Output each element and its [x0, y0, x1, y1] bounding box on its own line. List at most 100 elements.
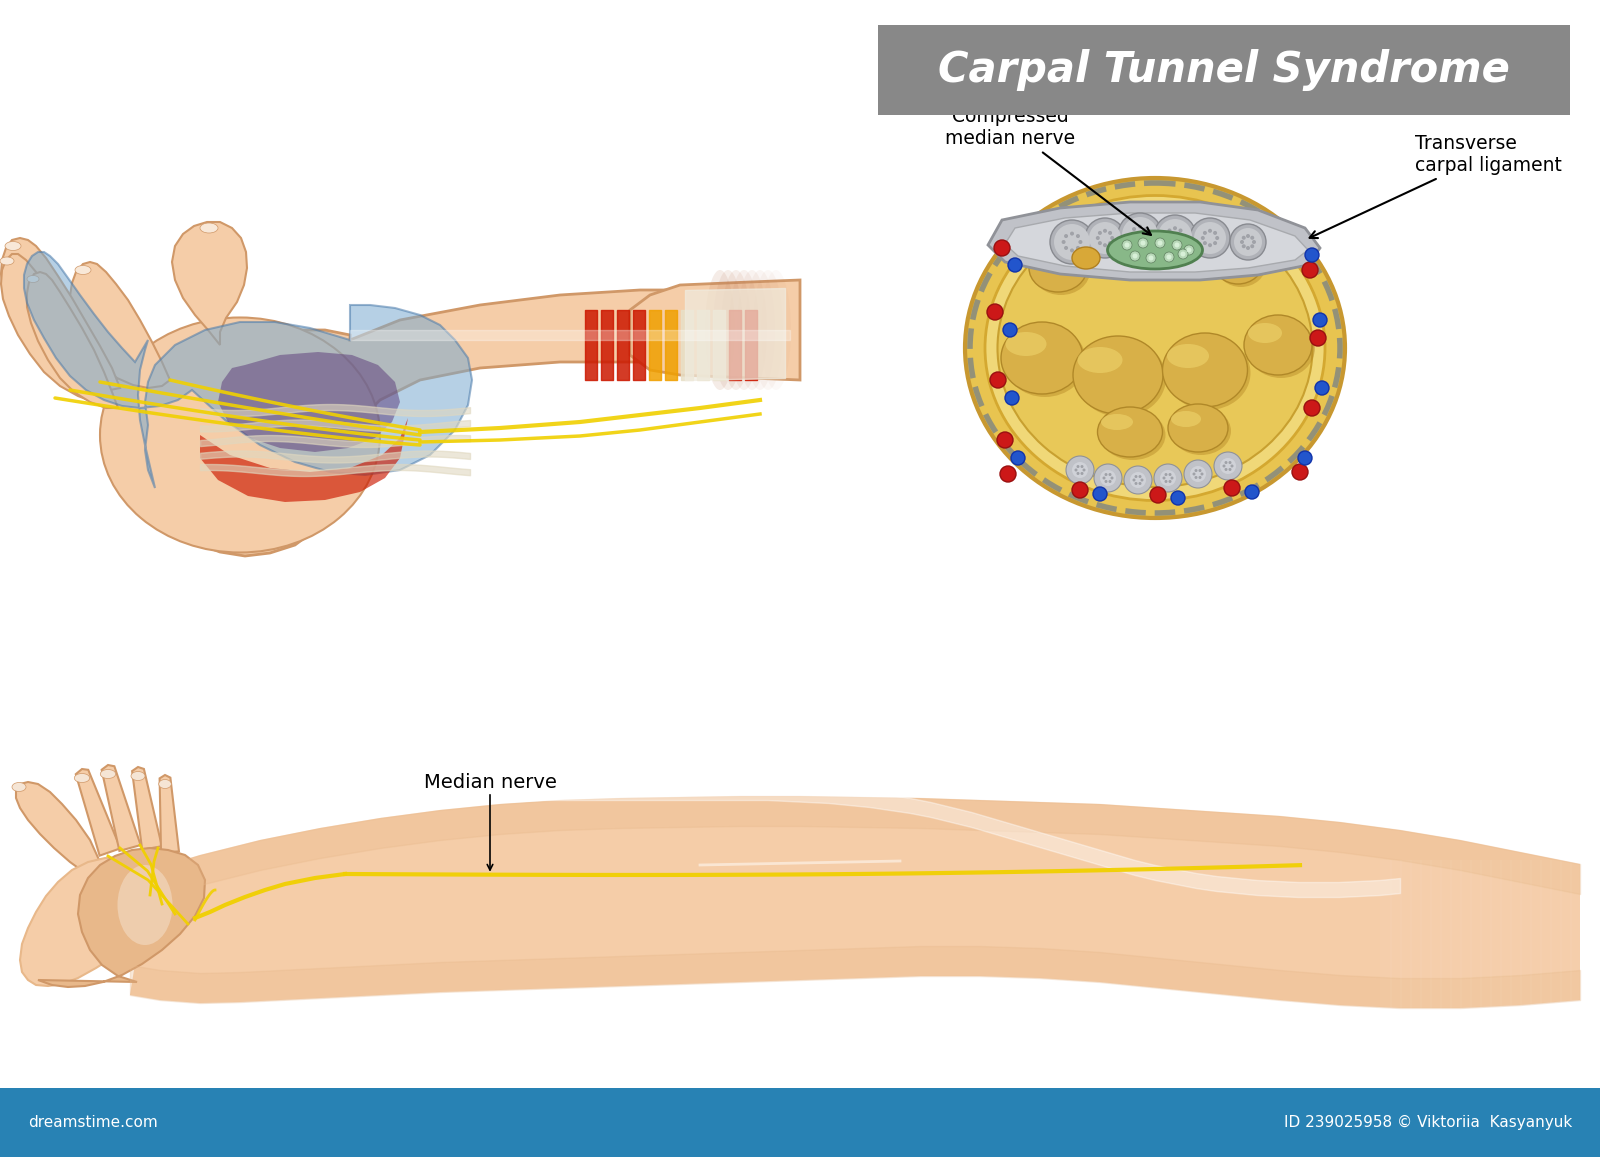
- Ellipse shape: [754, 270, 782, 390]
- Bar: [878, 25, 1570, 115]
- Circle shape: [1200, 472, 1203, 476]
- Circle shape: [1242, 244, 1246, 249]
- Circle shape: [1165, 252, 1174, 261]
- Polygon shape: [27, 272, 118, 408]
- Circle shape: [1160, 470, 1176, 486]
- Circle shape: [1077, 465, 1080, 469]
- Ellipse shape: [1029, 244, 1086, 292]
- Circle shape: [1149, 256, 1154, 260]
- Ellipse shape: [986, 196, 1325, 501]
- Ellipse shape: [730, 270, 758, 390]
- Circle shape: [1195, 476, 1197, 479]
- Bar: [1390, 860, 1402, 1015]
- Circle shape: [1070, 249, 1074, 252]
- Circle shape: [1080, 472, 1083, 476]
- Circle shape: [1133, 239, 1136, 243]
- Circle shape: [1050, 220, 1094, 264]
- Circle shape: [1075, 469, 1077, 472]
- Circle shape: [1003, 323, 1018, 337]
- Circle shape: [1245, 485, 1259, 499]
- Circle shape: [1075, 234, 1080, 238]
- Circle shape: [1123, 466, 1152, 494]
- Circle shape: [1168, 473, 1171, 476]
- Text: Carpal Tunnel Syndrome: Carpal Tunnel Syndrome: [938, 49, 1510, 91]
- Circle shape: [1093, 487, 1107, 501]
- Circle shape: [1118, 213, 1162, 257]
- Ellipse shape: [1171, 407, 1230, 455]
- Ellipse shape: [74, 774, 90, 782]
- Polygon shape: [102, 765, 141, 850]
- Ellipse shape: [1166, 344, 1210, 368]
- Circle shape: [1144, 239, 1147, 243]
- Ellipse shape: [1150, 226, 1205, 271]
- Ellipse shape: [101, 769, 115, 779]
- Text: ID 239025958 © Viktoriia  Kasyanyuk: ID 239025958 © Viktoriia Kasyanyuk: [1283, 1115, 1571, 1130]
- Circle shape: [1096, 236, 1099, 239]
- Polygon shape: [38, 848, 205, 987]
- Text: dreamstime.com: dreamstime.com: [29, 1115, 158, 1130]
- Circle shape: [1104, 480, 1107, 482]
- Bar: [1400, 860, 1413, 1015]
- Polygon shape: [133, 767, 162, 849]
- Polygon shape: [16, 782, 99, 875]
- Circle shape: [1150, 487, 1166, 503]
- Circle shape: [1104, 473, 1107, 476]
- Circle shape: [1138, 242, 1142, 245]
- Circle shape: [1222, 464, 1226, 467]
- Circle shape: [1077, 472, 1080, 476]
- Polygon shape: [1005, 213, 1309, 272]
- Circle shape: [1154, 464, 1182, 492]
- Ellipse shape: [1154, 228, 1208, 273]
- Polygon shape: [70, 261, 170, 388]
- Circle shape: [1158, 219, 1192, 253]
- Circle shape: [1178, 249, 1187, 259]
- Ellipse shape: [1107, 231, 1203, 268]
- Ellipse shape: [706, 270, 734, 390]
- Circle shape: [1230, 464, 1234, 467]
- Polygon shape: [2, 255, 106, 401]
- Circle shape: [1125, 243, 1130, 248]
- Circle shape: [1203, 231, 1206, 235]
- Ellipse shape: [200, 223, 218, 233]
- Circle shape: [1165, 234, 1170, 238]
- Circle shape: [1179, 239, 1182, 243]
- Circle shape: [1216, 236, 1219, 239]
- Circle shape: [1181, 251, 1186, 257]
- Polygon shape: [989, 202, 1320, 280]
- Circle shape: [1230, 224, 1266, 260]
- Circle shape: [1208, 243, 1213, 248]
- Circle shape: [1304, 400, 1320, 417]
- Bar: [0, 1088, 1600, 1157]
- Circle shape: [1072, 462, 1088, 478]
- Circle shape: [1083, 469, 1085, 472]
- Bar: [1501, 860, 1512, 1015]
- Circle shape: [1085, 218, 1125, 258]
- Circle shape: [1306, 248, 1318, 261]
- Circle shape: [1224, 467, 1227, 471]
- Bar: [1570, 860, 1582, 1015]
- Circle shape: [1062, 239, 1066, 244]
- Circle shape: [1072, 482, 1088, 498]
- Circle shape: [1080, 465, 1083, 469]
- Ellipse shape: [1094, 233, 1122, 246]
- Circle shape: [1154, 215, 1197, 257]
- Bar: [1490, 860, 1502, 1015]
- Circle shape: [1102, 243, 1107, 248]
- Ellipse shape: [714, 270, 742, 390]
- Circle shape: [1094, 464, 1122, 492]
- Circle shape: [1221, 458, 1235, 474]
- Circle shape: [994, 239, 1010, 256]
- Circle shape: [1229, 467, 1232, 471]
- Circle shape: [1181, 234, 1184, 238]
- Circle shape: [1224, 480, 1240, 496]
- Ellipse shape: [1098, 407, 1163, 457]
- Circle shape: [1194, 222, 1226, 255]
- Text: Median nerve: Median nerve: [424, 773, 557, 793]
- Ellipse shape: [1248, 323, 1282, 342]
- Circle shape: [1224, 460, 1227, 464]
- Circle shape: [1214, 452, 1242, 480]
- Circle shape: [1064, 246, 1069, 250]
- Bar: [1560, 860, 1571, 1015]
- Polygon shape: [2, 238, 120, 390]
- Ellipse shape: [1077, 347, 1123, 373]
